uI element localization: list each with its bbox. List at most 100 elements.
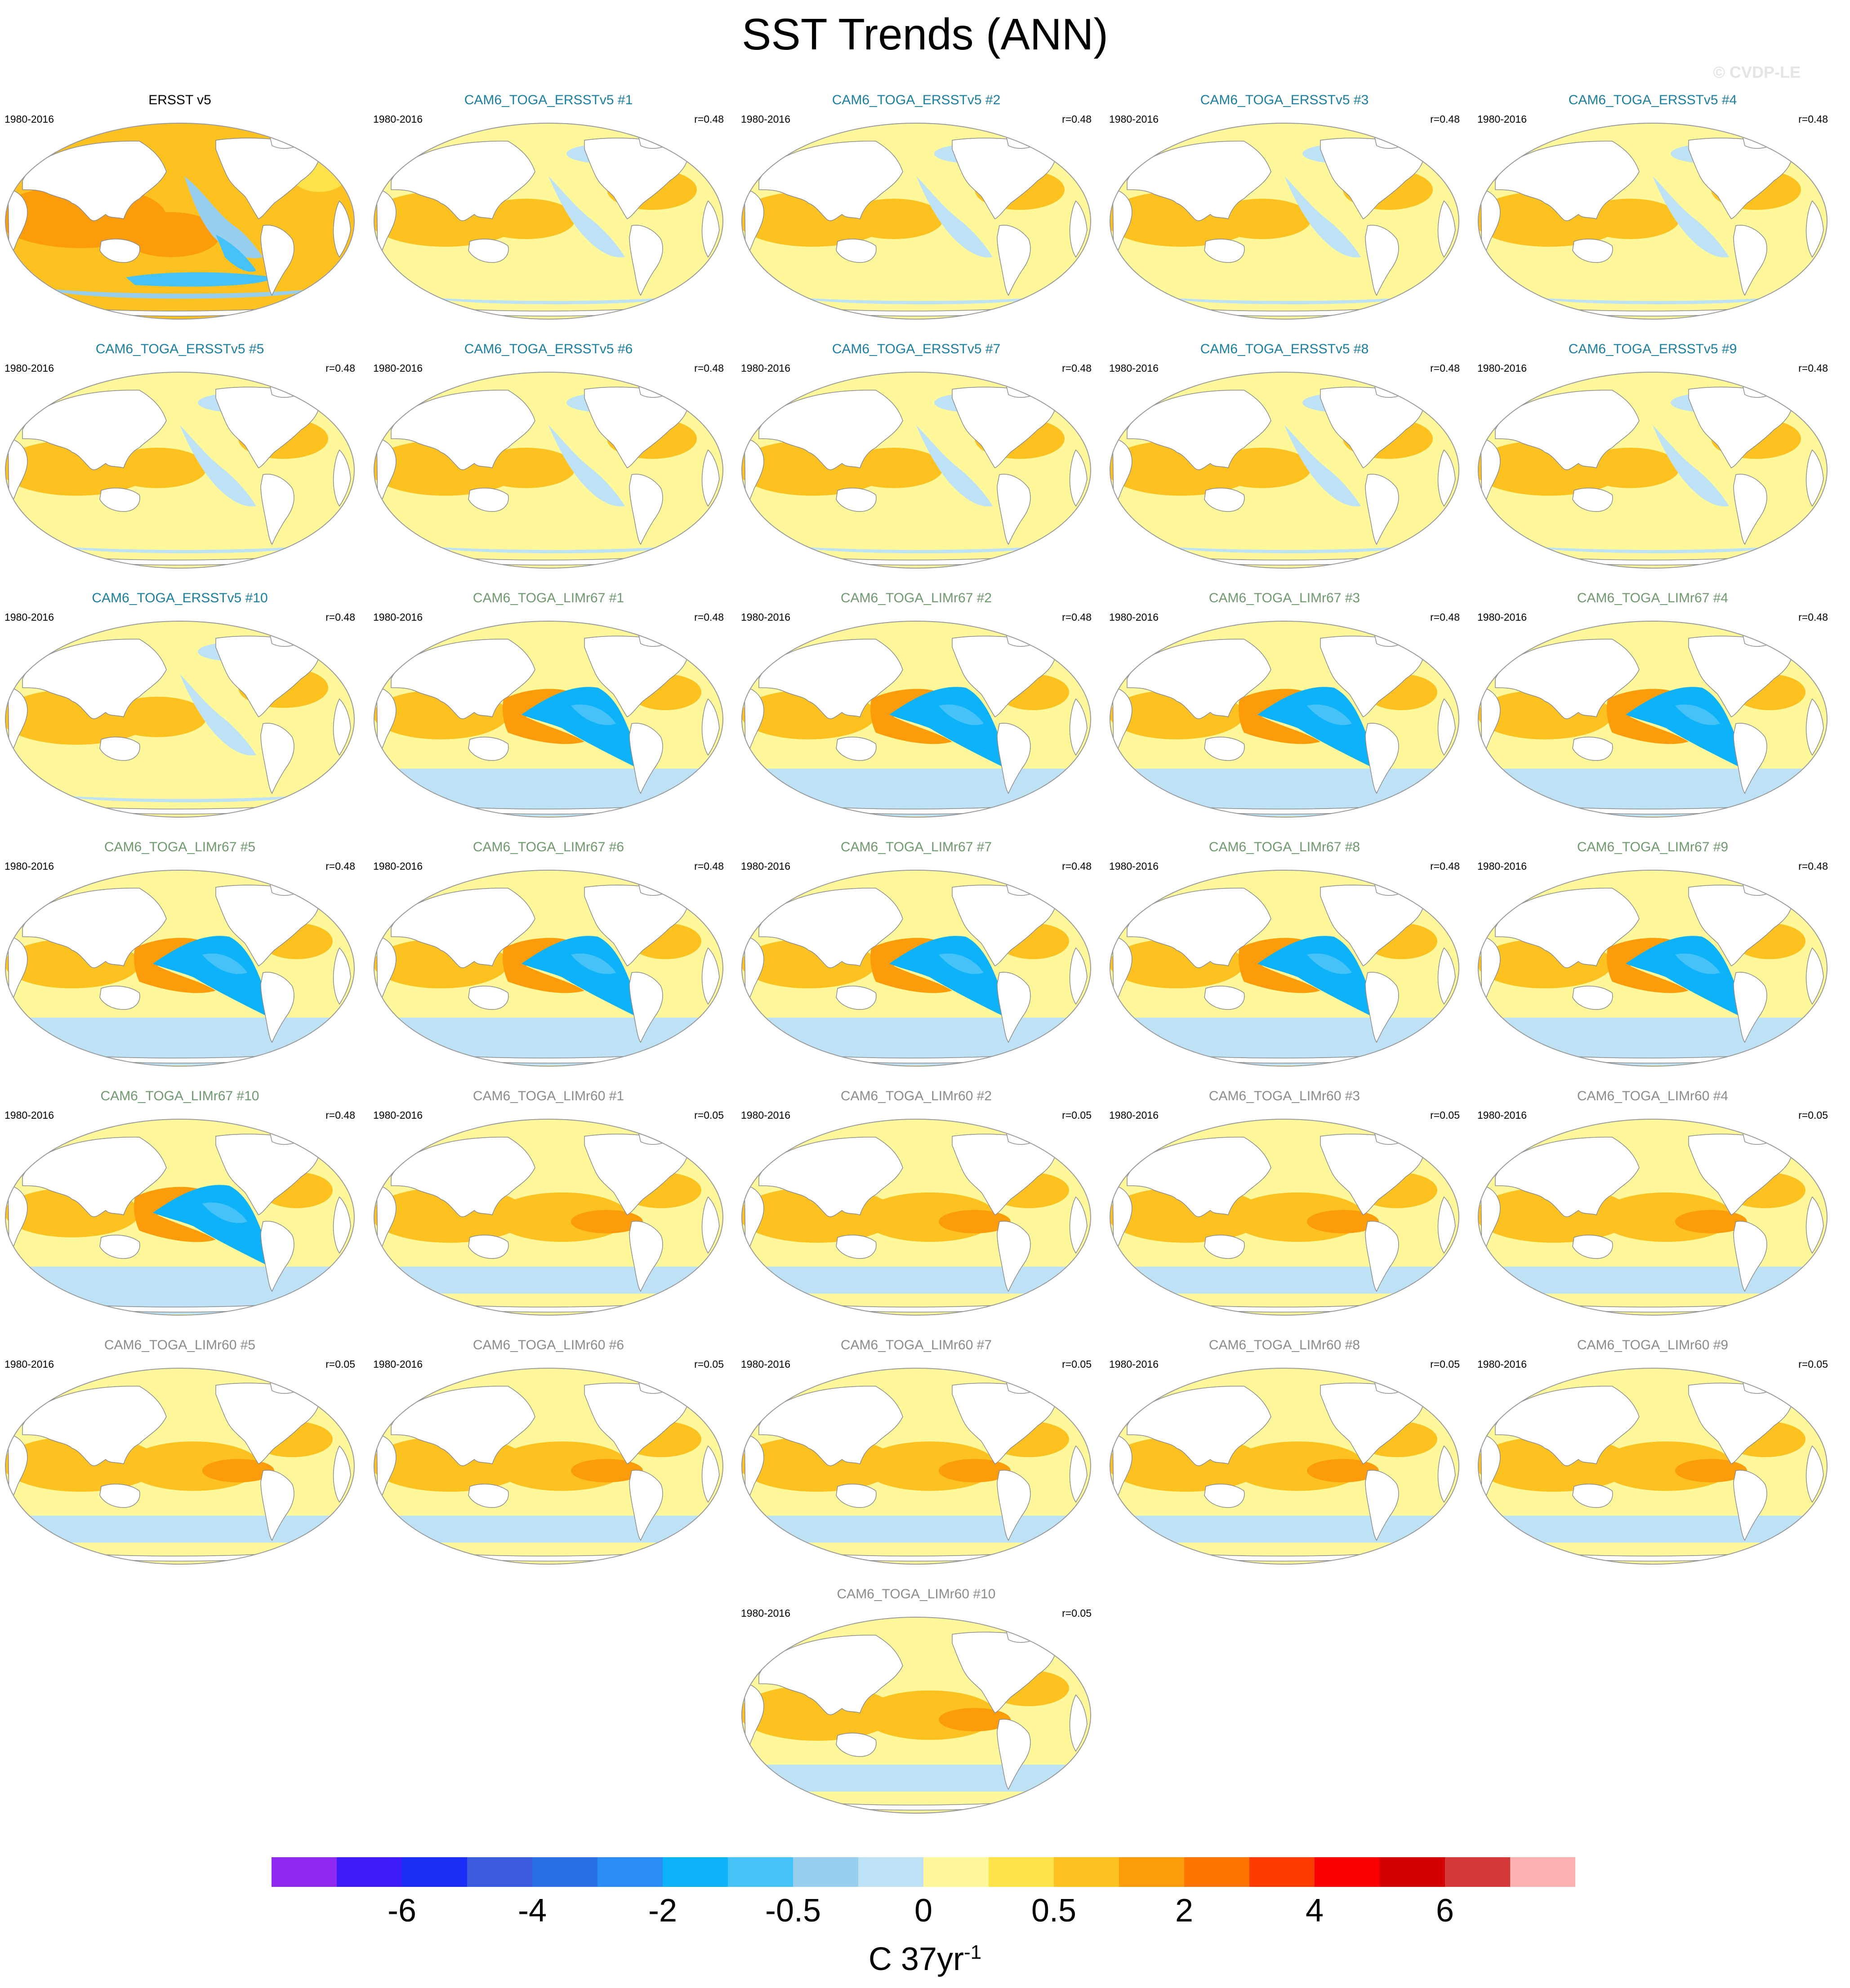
land-mask <box>1495 141 1640 221</box>
panel-period: 1980-2016 <box>741 362 790 374</box>
land-mask <box>701 200 720 258</box>
map-panel: CAM6_TOGA_LIMr67 #2 1980-2016 r=0.48 <box>736 591 1096 820</box>
land-mask <box>836 737 877 761</box>
map-frame <box>1110 621 1459 818</box>
panel-correlation: r=0.05 <box>1062 1109 1092 1121</box>
map-panel: CAM6_TOGA_ERSSTv5 #3 1980-2016 r=0.48 <box>1105 93 1464 322</box>
land-mask <box>758 141 903 221</box>
land-mask <box>629 972 663 1043</box>
map-frame <box>5 1368 355 1565</box>
map-frame <box>5 372 355 569</box>
land-mask <box>1437 449 1456 507</box>
land-mask <box>1733 1221 1767 1292</box>
sst-field-region <box>427 298 670 304</box>
sst-field-region <box>939 1708 1011 1731</box>
colorbar-swatch <box>402 1857 468 1887</box>
sst-field-region <box>5 1018 354 1054</box>
sst-field-region <box>1307 1210 1379 1233</box>
world-map <box>1478 621 1828 818</box>
land-mask <box>333 698 351 756</box>
world-map <box>741 1368 1091 1565</box>
land-mask <box>1069 1196 1088 1254</box>
map-frame <box>1110 1368 1459 1565</box>
panel-correlation: r=0.48 <box>694 611 724 623</box>
panel-title: CAM6_TOGA_LIMr67 #4 <box>1577 591 1729 605</box>
world-map <box>5 1119 355 1316</box>
land-mask <box>333 200 351 258</box>
panel-period: 1980-2016 <box>4 113 54 125</box>
world-map <box>374 372 723 569</box>
panel-period: 1980-2016 <box>741 860 790 872</box>
panel-period: 1980-2016 <box>373 362 423 374</box>
panel-correlation: r=0.48 <box>1430 860 1460 872</box>
sst-field-region <box>1675 953 1720 974</box>
colorbar-swatch <box>793 1857 859 1887</box>
land-mask <box>638 632 670 647</box>
sst-field-region <box>202 953 247 974</box>
sst-field-region <box>870 938 952 993</box>
sst-field-region <box>795 298 1038 304</box>
map-frame <box>1478 372 1828 569</box>
panel-period: 1980-2016 <box>4 611 54 623</box>
land-mask <box>758 1635 903 1715</box>
panel-title: CAM6_TOGA_LIMr67 #3 <box>1208 591 1360 605</box>
panel-correlation: r=0.48 <box>1062 113 1092 125</box>
map-panel: CAM6_TOGA_LIMr60 #3 1980-2016 r=0.05 <box>1105 1089 1464 1318</box>
land-mask <box>333 449 351 507</box>
sst-field-region <box>916 176 993 258</box>
panel-correlation: r=0.05 <box>1062 1358 1092 1370</box>
panel-correlation: r=0.05 <box>1798 1109 1828 1121</box>
panel-correlation: r=0.48 <box>1062 611 1092 623</box>
panel-correlation: r=0.48 <box>1062 362 1092 374</box>
land-mask <box>22 141 167 221</box>
sst-field-region <box>742 769 1091 805</box>
map-frame <box>5 123 355 320</box>
sst-field-region <box>153 936 268 1015</box>
land-mask <box>1204 1235 1245 1259</box>
panel-period: 1980-2016 <box>373 1109 423 1121</box>
sst-field-region <box>5 1516 354 1543</box>
sst-field-region <box>180 425 256 507</box>
colorbar-swatch <box>663 1857 728 1887</box>
land-mask <box>1006 134 1038 149</box>
land-mask <box>1069 200 1088 258</box>
panel-correlation: r=0.48 <box>1430 362 1460 374</box>
panel-title: CAM6_TOGA_ERSSTv5 #10 <box>92 591 268 605</box>
panel-period: 1980-2016 <box>1477 113 1527 125</box>
map-frame <box>1478 1119 1828 1316</box>
land-mask <box>1733 723 1767 794</box>
land-mask <box>1437 200 1456 258</box>
land-mask <box>1127 1386 1271 1466</box>
map-panel: CAM6_TOGA_ERSSTv5 #4 1980-2016 r=0.48 <box>1473 93 1832 322</box>
map-panel: CAM6_TOGA_LIMr60 #4 1980-2016 r=0.05 <box>1473 1089 1832 1318</box>
land-mask <box>1495 1137 1640 1217</box>
land-mask <box>260 972 294 1043</box>
map-frame <box>1110 870 1459 1067</box>
sst-field-region <box>202 1202 247 1223</box>
colorbar-swatch <box>597 1857 663 1887</box>
land-mask <box>758 639 903 719</box>
land-mask <box>758 1386 903 1466</box>
land-mask <box>99 488 140 512</box>
sst-field-region <box>1675 704 1720 725</box>
land-mask <box>701 1196 720 1254</box>
world-map <box>5 123 355 320</box>
colorbar-swatch <box>337 1857 402 1887</box>
panel-period: 1980-2016 <box>1109 860 1159 872</box>
land-mask <box>99 1235 140 1259</box>
map-panel: CAM6_TOGA_LIMr67 #7 1980-2016 r=0.48 <box>736 840 1096 1069</box>
world-map <box>1478 123 1828 320</box>
panel-period: 1980-2016 <box>1477 611 1527 623</box>
sst-field-region <box>1675 1210 1747 1233</box>
map-panel: CAM6_TOGA_LIMr60 #9 1980-2016 r=0.05 <box>1473 1338 1832 1567</box>
land-mask <box>1127 639 1271 719</box>
panel-correlation: r=0.48 <box>1798 362 1828 374</box>
world-map <box>1478 1119 1828 1316</box>
land-mask <box>1733 225 1767 296</box>
land-mask <box>758 1137 903 1217</box>
land-mask <box>391 390 535 470</box>
map-frame <box>1478 123 1828 320</box>
sst-field-region <box>870 689 952 744</box>
land-mask <box>1204 488 1245 512</box>
land-mask <box>1006 1130 1038 1145</box>
